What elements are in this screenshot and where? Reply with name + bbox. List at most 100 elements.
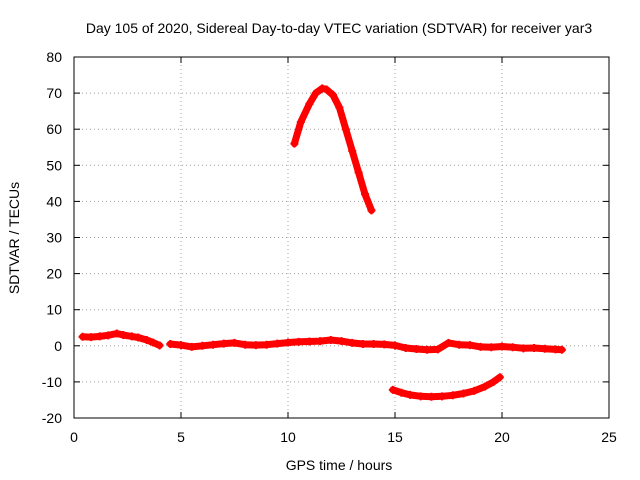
data-point [262, 340, 271, 349]
grid-layer [74, 57, 609, 418]
data-point [438, 392, 447, 401]
data-point [444, 338, 453, 347]
data-point [177, 341, 185, 350]
y-tick-label: -10 [42, 374, 62, 390]
data-point [311, 89, 320, 98]
data-point [369, 339, 378, 348]
y-tick-label: 30 [46, 230, 62, 246]
data-point [166, 339, 175, 348]
x-tick-label: 5 [177, 429, 185, 445]
data-point [367, 206, 376, 215]
data-point [112, 329, 121, 338]
data-point [209, 340, 218, 349]
data-point [305, 99, 314, 108]
data-point [405, 390, 414, 399]
y-tick-label: 50 [46, 157, 62, 173]
y-tick-label: 60 [46, 121, 62, 137]
data-point [412, 345, 421, 354]
data-point [455, 340, 464, 349]
y-tick-label: 40 [46, 193, 62, 209]
data-point [423, 345, 432, 354]
data-point [134, 333, 143, 342]
data-point [540, 344, 549, 353]
data-point [519, 344, 528, 353]
data-point [142, 336, 151, 345]
data-point [104, 331, 113, 340]
y-tick-label: 20 [46, 266, 62, 282]
data-point [401, 343, 410, 352]
data-point [489, 377, 498, 386]
data-point [155, 341, 164, 350]
y-axis-title: SDTVAR / TECUs [6, 182, 22, 294]
data-point [416, 392, 425, 401]
series-near-zero-a [78, 329, 164, 350]
data-point [348, 146, 357, 155]
data-point [508, 343, 517, 352]
data-point [149, 338, 158, 347]
data-point [296, 117, 305, 126]
data-point [433, 345, 442, 354]
data-point [187, 342, 196, 351]
x-tick-label: 0 [70, 429, 78, 445]
x-tick-label: 25 [601, 429, 617, 445]
data-point [335, 103, 344, 112]
data-point [397, 388, 406, 397]
series-arc-high [290, 84, 376, 215]
data-point [348, 338, 357, 347]
data-point [358, 339, 367, 348]
data-point [251, 341, 260, 350]
data-point [448, 391, 457, 400]
data-point [305, 337, 314, 346]
x-tick-label: 20 [494, 429, 510, 445]
data-point [470, 386, 479, 395]
data-point [337, 337, 346, 346]
data-point [87, 333, 96, 342]
data-point [495, 373, 504, 382]
x-tick-label: 15 [387, 429, 403, 445]
y-tick-label: 80 [46, 49, 62, 65]
y-tick-label: 10 [46, 302, 62, 318]
data-point [388, 385, 397, 394]
data-point [127, 332, 136, 341]
data-point [241, 340, 250, 349]
data-point [95, 332, 104, 341]
data-point [119, 330, 128, 339]
series-near-zero-b [166, 336, 566, 354]
data-point [322, 85, 331, 94]
data-point [273, 339, 282, 348]
data-point [557, 345, 566, 354]
data-point [487, 343, 496, 352]
data-point [284, 338, 292, 347]
y-tick-label: -20 [42, 410, 62, 426]
data-point [465, 341, 474, 350]
data-point [294, 337, 303, 346]
data-point [498, 342, 506, 351]
data-point [427, 392, 436, 401]
data-point [476, 342, 485, 351]
ticks-layer: 0 5 10 15 20 25 -20 -10 0 10 20 30 40 50 60 70 80 [42, 49, 617, 445]
data-point [219, 339, 228, 348]
data-point [530, 343, 539, 352]
y-tick-label: 0 [54, 338, 62, 354]
y-tick-label: 70 [46, 85, 62, 101]
data-point [316, 337, 325, 346]
data-point [290, 139, 299, 148]
data-point [78, 332, 87, 341]
chart-title: Day 105 of 2020, Sidereal Day-to-day VTE… [86, 20, 592, 36]
series-arc-low [388, 373, 504, 401]
x-tick-label: 10 [280, 429, 296, 445]
data-point [391, 341, 399, 350]
data-point [480, 382, 489, 391]
data-point [380, 340, 389, 349]
data-point [230, 338, 239, 347]
data-point [328, 90, 337, 99]
data-point [361, 190, 370, 199]
data-point [354, 168, 363, 177]
data-point [318, 84, 327, 93]
series-layer [78, 84, 566, 401]
x-axis-title: GPS time / hours [286, 457, 393, 473]
data-point [459, 389, 468, 398]
